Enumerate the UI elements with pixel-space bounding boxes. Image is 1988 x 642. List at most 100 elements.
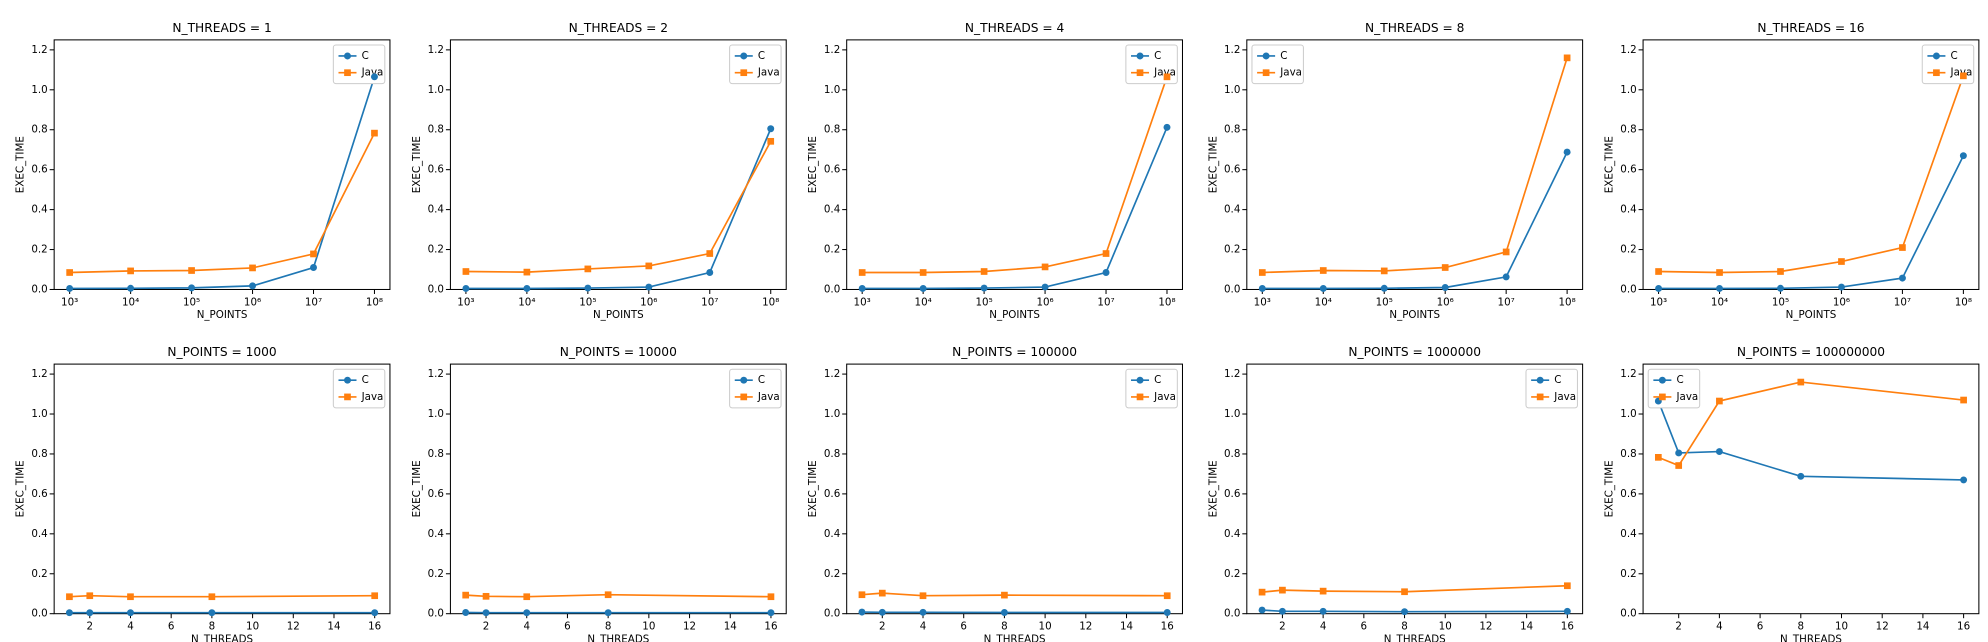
subplot-title: N_THREADS = 4 [965, 21, 1065, 35]
marker [1502, 248, 1510, 256]
y-tick-label: 1.0 [1620, 84, 1636, 96]
marker [1102, 250, 1110, 257]
marker [1401, 608, 1409, 616]
marker [523, 285, 531, 292]
x-tick-label: 10³ [1254, 296, 1271, 308]
marker [919, 285, 927, 292]
series-line [1658, 381, 1964, 467]
marker [1502, 273, 1510, 281]
subplot-title: N_THREADS = 1 [172, 21, 271, 35]
marker [1163, 592, 1171, 600]
x-tick-label: 10⁵ [1772, 296, 1789, 308]
x-tick-label: 10⁵ [1376, 296, 1393, 308]
legend-label: Java [361, 391, 384, 403]
marker [1716, 397, 1723, 405]
marker [706, 269, 714, 276]
y-tick-label: 0.0 [1224, 608, 1240, 620]
y-tick-label: 0.6 [1620, 164, 1636, 176]
y-tick-label: 0.6 [428, 488, 444, 500]
x-tick-label: 4 [1716, 621, 1723, 633]
marker [1163, 123, 1171, 131]
marker [1441, 284, 1449, 291]
y-tick-label: 0.2 [1224, 244, 1240, 256]
marker [523, 268, 531, 276]
x-tick-label: 10⁶ [640, 296, 657, 308]
legend-label: Java [1553, 391, 1576, 403]
series-line [862, 76, 1168, 274]
x-tick-label: 6 [1361, 621, 1368, 633]
marker [1658, 376, 1666, 384]
y-tick-label: 0.4 [1224, 528, 1240, 540]
marker [1960, 72, 1967, 80]
y-tick-label: 0.2 [824, 244, 840, 256]
marker [1536, 393, 1544, 401]
marker [740, 69, 748, 77]
y-tick-label: 1.0 [1620, 408, 1636, 420]
legend-label: Java [757, 391, 780, 403]
marker [127, 593, 134, 601]
x-axis-label: N_THREADS [1780, 633, 1842, 642]
x-axis-label: N_THREADS [1384, 633, 1446, 642]
y-tick-label: 0.4 [428, 204, 444, 216]
subplot-title: N_POINTS = 100000000 [1737, 345, 1885, 359]
y-axis-label: EXEC_TIME [15, 136, 27, 193]
axes-frame [1246, 39, 1584, 290]
legend-label: Java [1676, 391, 1699, 403]
subplot-title: N_POINTS = 10000 [560, 345, 677, 359]
subplot: N_THREADS = 16 N_POINTS EXEC_TIME 0.0 0.2 0.4… [1604, 21, 1980, 321]
marker [1960, 476, 1968, 484]
marker [371, 609, 379, 617]
subplot-title: N_THREADS = 2 [569, 21, 668, 35]
x-axis-label: N_POINTS [989, 309, 1040, 321]
subplot: N_POINTS = 1000000 N_THREADS EXEC_TIME 0.0 0… [1207, 345, 1584, 642]
y-tick-label: 0.8 [1620, 448, 1636, 460]
y-tick-label: 0.6 [1224, 164, 1240, 176]
y-tick-label: 0.2 [31, 244, 47, 256]
marker [188, 284, 196, 292]
x-tick-label: 10 [1835, 621, 1848, 633]
marker [462, 268, 470, 275]
x-tick-label: 12 [1479, 621, 1492, 633]
marker [1262, 69, 1270, 77]
y-tick-label: 0.0 [1620, 608, 1636, 620]
marker [740, 376, 748, 384]
x-tick-label: 12 [1079, 621, 1092, 633]
marker [767, 137, 775, 145]
x-tick-label: 10⁶ [1437, 296, 1454, 308]
y-tick-label: 0.2 [824, 568, 840, 580]
axes-frame [449, 363, 787, 615]
x-tick-label: 10 [1039, 621, 1052, 633]
marker [127, 609, 134, 617]
x-tick-label: 10⁸ [1955, 296, 1972, 308]
marker [1262, 52, 1270, 60]
y-tick-label: 0.4 [428, 528, 444, 540]
y-tick-label: 1.2 [31, 44, 47, 56]
x-axis-label: N_POINTS [1389, 309, 1440, 321]
series-line [465, 128, 772, 290]
marker [1163, 73, 1171, 81]
marker [858, 608, 866, 616]
marker [1777, 284, 1784, 292]
subplot-title: N_POINTS = 1000000 [1348, 345, 1481, 359]
marker [1319, 267, 1327, 274]
marker [1258, 285, 1266, 292]
x-tick-label: 16 [1561, 621, 1574, 633]
series-line [1657, 400, 1964, 481]
x-tick-label: 10⁷ [1894, 296, 1911, 308]
x-axis-label: N_POINTS [197, 309, 248, 321]
x-tick-label: 14 [724, 621, 737, 633]
marker [1401, 588, 1408, 596]
x-axis-label: N_THREADS [587, 633, 649, 642]
y-tick-label: 0.6 [428, 164, 444, 176]
axes-frame [1246, 363, 1584, 615]
series-line [1658, 75, 1965, 274]
marker [1797, 472, 1805, 480]
y-tick-label: 1.2 [1224, 44, 1240, 56]
marker [1319, 587, 1327, 595]
y-tick-label: 0.8 [1224, 448, 1240, 460]
marker [1163, 609, 1171, 616]
axes-frame [53, 39, 391, 290]
marker [1258, 269, 1266, 276]
y-tick-label: 0.4 [1620, 204, 1636, 216]
y-axis-label: EXEC_TIME [1207, 460, 1219, 517]
